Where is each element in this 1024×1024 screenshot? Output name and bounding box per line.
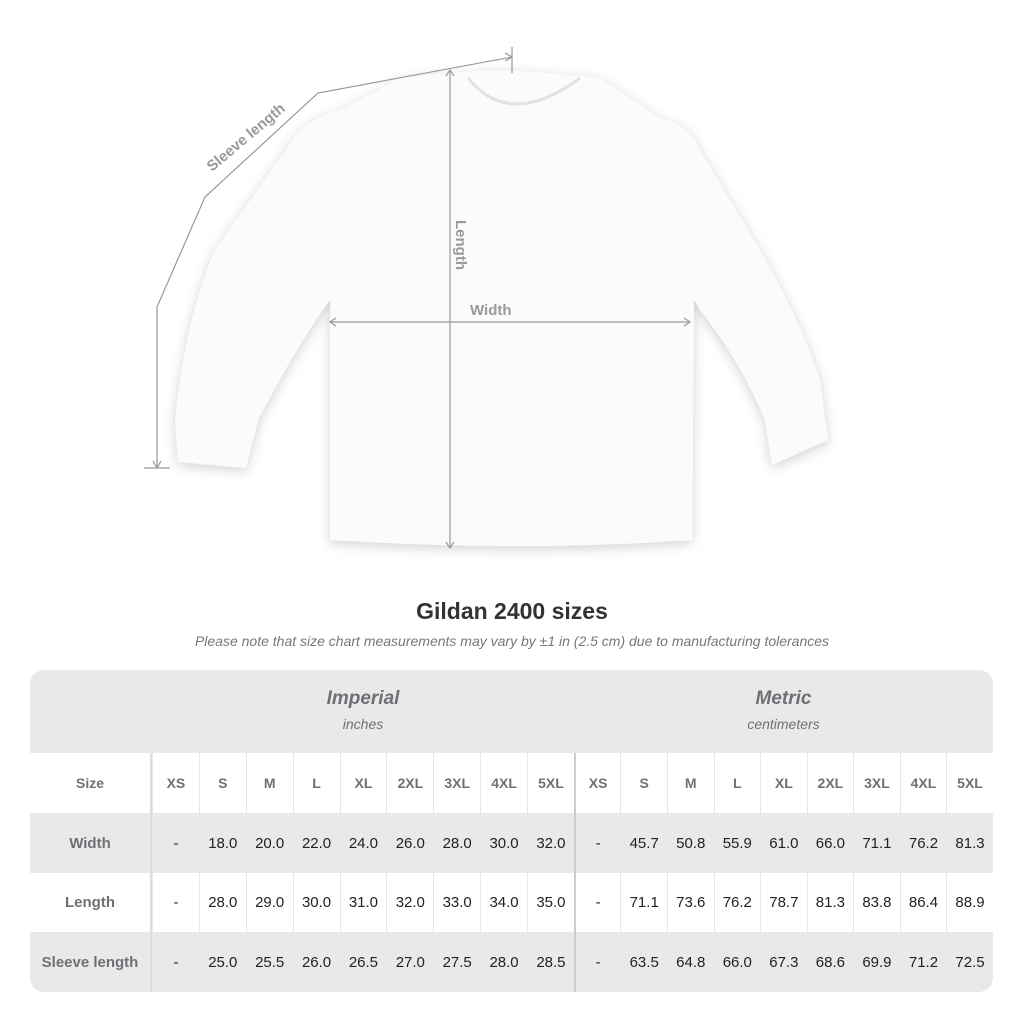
- table-cell: 86.4: [899, 873, 947, 932]
- metric-header: Metric centimeters: [574, 670, 993, 753]
- length-label: Length: [452, 220, 469, 270]
- size-header-cell: M: [245, 753, 293, 813]
- table-cell: -: [152, 932, 199, 992]
- size-header-cell: S: [198, 753, 246, 813]
- metric-heading: Metric: [755, 688, 812, 709]
- table-cell: 32.0: [386, 873, 433, 932]
- size-header-cell: 5XL: [527, 753, 574, 813]
- table-cell: 81.3: [946, 813, 993, 873]
- size-header-cell: 2XL: [386, 753, 433, 813]
- table-cell: 30.0: [292, 873, 340, 932]
- table-cell: 22.0: [292, 813, 340, 873]
- table-cell: 63.5: [620, 932, 667, 992]
- table-cell: 78.7: [760, 873, 807, 932]
- table-cell: -: [573, 932, 621, 992]
- size-label: Size: [30, 753, 152, 813]
- metric-unit: centimeters: [747, 716, 820, 732]
- size-header-cell: 4XL: [480, 753, 527, 813]
- table-row: Length -28.0 29.0 30.0 31.0 32.0 33.0 34.0 35.0-…: [30, 873, 993, 932]
- table-cell: 67.3: [760, 932, 807, 992]
- size-header-cell: 4XL: [899, 753, 947, 813]
- table-cell: 66.0: [806, 813, 854, 873]
- table-cell: 81.3: [806, 873, 854, 932]
- size-header-cell: L: [292, 753, 340, 813]
- size-table: Imperial inches Metric centimeters Size X…: [30, 670, 993, 992]
- tolerance-note: Please note that size chart measurements…: [194, 633, 830, 649]
- table-cell: -: [573, 813, 621, 873]
- table-cell: 26.5: [339, 932, 387, 992]
- table-cell: 33.0: [433, 873, 480, 932]
- table-cell: 35.0: [527, 873, 574, 932]
- table-cell: 32.0: [527, 813, 574, 873]
- table-cell: -: [573, 873, 621, 932]
- table-cell: 31.0: [339, 873, 387, 932]
- table-cell: 69.9: [853, 932, 900, 992]
- table-cell: 28.0: [198, 873, 246, 932]
- row-label: Width: [30, 813, 152, 873]
- chart-title: Gildan 2400 sizes: [416, 598, 608, 624]
- table-cell: 27.0: [386, 932, 433, 992]
- size-header-row: Size XS S M L XL 2XL 3XL 4XL 5XL XS S M L XL 2XL 3XL 4XL 5…: [30, 753, 993, 813]
- table-cell: 26.0: [292, 932, 340, 992]
- size-header-cell: 3XL: [853, 753, 900, 813]
- size-header-cell: 3XL: [433, 753, 480, 813]
- width-label: Width: [470, 302, 512, 319]
- size-header-cell: XL: [760, 753, 807, 813]
- table-row: Width -18.0 20.0 22.0 24.0 26.0 28.0 30.0 32.0-4…: [30, 813, 993, 873]
- row-label: Length: [30, 873, 152, 932]
- table-cell: 20.0: [245, 813, 293, 873]
- table-cell: 73.6: [666, 873, 714, 932]
- table-cell: 71.2: [899, 932, 947, 992]
- table-cell: 55.9: [713, 813, 761, 873]
- size-header-cell: M: [666, 753, 714, 813]
- size-header-cell: S: [620, 753, 667, 813]
- table-cell: 25.0: [198, 932, 246, 992]
- imperial-heading: Imperial: [326, 688, 400, 709]
- table-row: Sleeve length -25.0 25.5 26.0 26.5 27.0 27.5 28…: [30, 932, 993, 992]
- table-cell: 88.9: [946, 873, 993, 932]
- row-label: Sleeve length: [30, 932, 152, 992]
- table-cell: 28.0: [433, 813, 480, 873]
- size-header-cell: XS: [152, 753, 199, 813]
- table-cell: 29.0: [245, 873, 293, 932]
- table-cell: 83.8: [853, 873, 900, 932]
- size-header-cell: XL: [339, 753, 387, 813]
- imperial-unit: inches: [342, 716, 384, 732]
- table-cell: 72.5: [946, 932, 993, 992]
- table-cell: 76.2: [899, 813, 947, 873]
- table-cell: -: [152, 873, 199, 932]
- table-cell: 18.0: [198, 813, 246, 873]
- table-cell: 64.8: [666, 932, 714, 992]
- table-cell: 50.8: [666, 813, 714, 873]
- sleeve-measure-line: [156, 56, 513, 468]
- table-cell: 61.0: [760, 813, 807, 873]
- table-cell: 66.0: [713, 932, 761, 992]
- size-header-cell: XS: [573, 753, 621, 813]
- size-header-cell: 5XL: [946, 753, 993, 813]
- table-cell: 76.2: [713, 873, 761, 932]
- table-cell: 26.0: [386, 813, 433, 873]
- sleeve-length-label: Sleeve length: [204, 100, 289, 175]
- imperial-header: Imperial inches: [152, 670, 574, 753]
- table-cell: 24.0: [339, 813, 387, 873]
- table-cell: 27.5: [433, 932, 480, 992]
- table-cell: 71.1: [853, 813, 900, 873]
- table-cell: 28.5: [527, 932, 574, 992]
- shirt-diagram: Sleeve length Length Width: [144, 47, 828, 550]
- shirt-image: [175, 70, 828, 546]
- size-header-cell: L: [713, 753, 761, 813]
- collar: [466, 76, 581, 106]
- size-header-cell: 2XL: [806, 753, 854, 813]
- table-cell: -: [152, 813, 199, 873]
- table-cell: 45.7: [620, 813, 667, 873]
- table-cell: 68.6: [806, 932, 854, 992]
- table-cell: 71.1: [620, 873, 667, 932]
- table-cell: 28.0: [480, 932, 527, 992]
- table-cell: 34.0: [480, 873, 527, 932]
- table-cell: 25.5: [245, 932, 293, 992]
- table-cell: 30.0: [480, 813, 527, 873]
